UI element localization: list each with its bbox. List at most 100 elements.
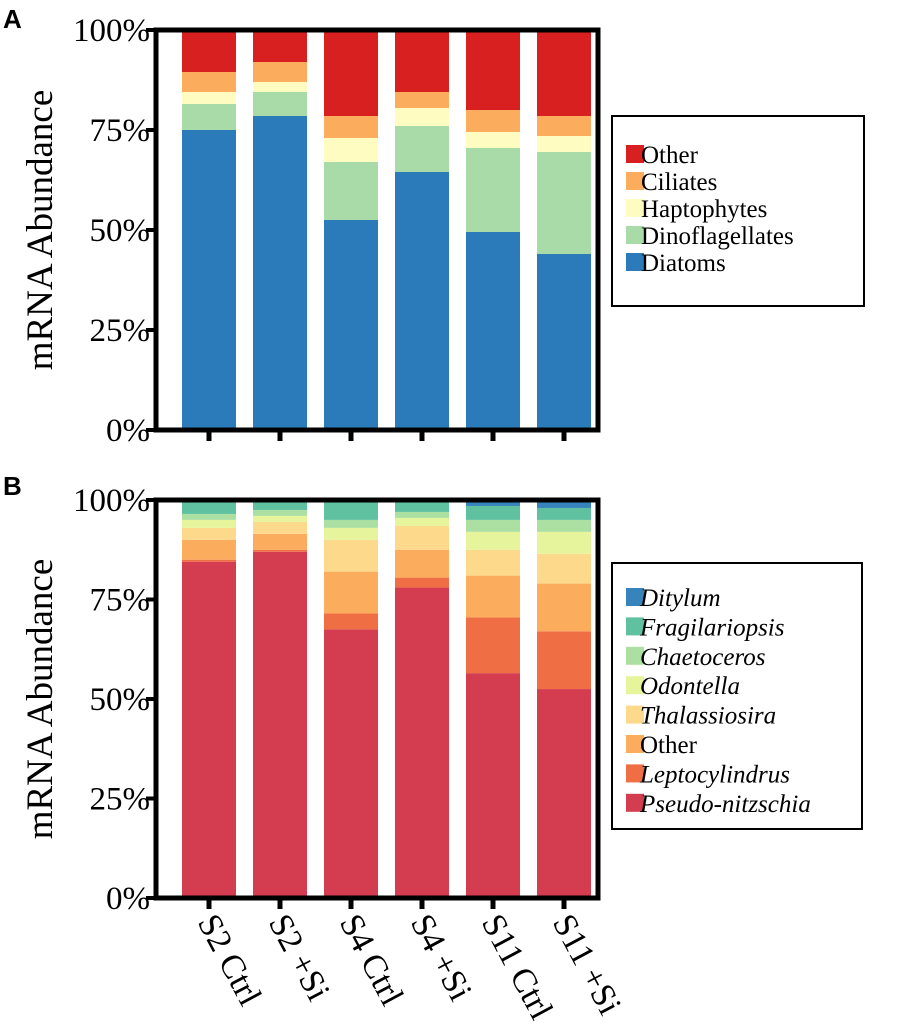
bar-s11-si-pseudo-nitzschia xyxy=(537,689,591,898)
x-tick-label-s4-ctrl: S4 Ctrl xyxy=(332,908,410,1011)
bar-s4-si-other xyxy=(395,549,449,578)
bar-s11-si-chaetoceros xyxy=(537,519,591,532)
legend-swatch-pseudo-nitzschia xyxy=(626,793,644,812)
bar-s2-si-diatoms xyxy=(253,116,307,430)
bar-s2-si-ciliates xyxy=(253,62,307,82)
legend-box xyxy=(611,115,865,307)
bar-s11-si-ciliates xyxy=(537,116,591,136)
legend-swatch-other xyxy=(626,145,644,163)
bar-s4-ctrl-leptocylindrus xyxy=(324,613,378,630)
panel-a: A 0% 25% 50% 75% 100% mRNA Abundance OtherCilia… xyxy=(3,4,865,449)
bar-s2-ctrl-ciliates xyxy=(182,72,236,92)
bar-s4-si-chaetoceros xyxy=(395,511,449,518)
bar-s4-si-leptocylindrus xyxy=(395,577,449,588)
bar-s2-si-odontella xyxy=(253,515,307,522)
bar-s4-ctrl-dinoflagellates xyxy=(324,162,378,220)
legend-swatch-odontella xyxy=(626,676,644,695)
bar-s2-ctrl-thalassiosira xyxy=(182,527,236,540)
legend-label-ditylum: Ditylum xyxy=(639,585,721,612)
bar-s11-ctrl-ditylum xyxy=(466,500,520,506)
bar-s11-ctrl-odontella xyxy=(466,531,520,550)
legend-label-pseudo-nitzschia: Pseudo-nitzschia xyxy=(639,791,811,818)
bar-s11-si-thalassiosira xyxy=(537,553,591,584)
panel-letter-a: A xyxy=(3,4,22,34)
bar-s4-si-pseudo-nitzschia xyxy=(395,587,449,898)
legend-label-chaetoceros: Chaetoceros xyxy=(640,644,765,671)
bar-s11-ctrl-chaetoceros xyxy=(466,519,520,532)
bar-s11-ctrl-other xyxy=(466,30,520,110)
legend-label-diatoms: Diatoms xyxy=(641,250,726,277)
bar-s2-ctrl-fragilariopsis xyxy=(182,501,236,514)
bar-s11-si-other xyxy=(537,583,591,632)
bar-s4-ctrl-haptophytes xyxy=(324,138,378,162)
y-tick-label: 75% xyxy=(90,583,151,619)
bar-s11-si-leptocylindrus xyxy=(537,631,591,690)
legend-label-dinoflagellates: Dinoflagellates xyxy=(641,223,794,250)
legend-swatch-haptophytes xyxy=(626,199,644,217)
y-tick-label: 100% xyxy=(73,483,150,519)
bar-s4-ctrl-diatoms xyxy=(324,220,378,430)
bar-s2-ctrl-odontella xyxy=(182,519,236,528)
y-tick-label: 25% xyxy=(90,782,151,818)
bar-s4-ctrl-fragilariopsis xyxy=(324,501,378,520)
bar-s2-ctrl-diatoms xyxy=(182,130,236,430)
legend-label-haptophytes: Haptophytes xyxy=(641,196,767,223)
legend-swatch-fragilariopsis xyxy=(626,617,644,636)
bar-s11-ctrl-diatoms xyxy=(466,232,520,430)
bar-s11-si-other xyxy=(537,30,591,116)
legend-label-other: Other xyxy=(640,732,698,759)
bar-s11-si-haptophytes xyxy=(537,136,591,152)
bar-s4-ctrl-other xyxy=(324,571,378,614)
legend-swatch-chaetoceros xyxy=(626,646,644,665)
legend-swatch-other xyxy=(626,735,644,753)
bar-s2-si-other xyxy=(253,30,307,62)
bar-s2-si-thalassiosira xyxy=(253,521,307,534)
bar-s11-ctrl-leptocylindrus xyxy=(466,617,520,674)
bar-s11-si-ditylum xyxy=(537,500,591,508)
panel-letter-b: B xyxy=(3,471,22,501)
bar-s2-ctrl-other xyxy=(182,30,236,72)
bar-s11-ctrl-pseudo-nitzschia xyxy=(466,673,520,898)
bar-s11-si-diatoms xyxy=(537,254,591,430)
y-tick-label: 50% xyxy=(90,213,151,249)
y-tick-label: 25% xyxy=(90,313,151,349)
x-tick-label-s2-si: S2 +Si xyxy=(261,908,337,1007)
bar-s2-ctrl-chaetoceros xyxy=(182,513,236,520)
bar-s2-ctrl-dinoflagellates xyxy=(182,104,236,130)
bar-s4-si-thalassiosira xyxy=(395,525,449,550)
bar-s2-si-chaetoceros xyxy=(253,509,307,516)
bar-s2-si-dinoflagellates xyxy=(253,92,307,116)
legend-box xyxy=(611,562,863,830)
bar-s4-ctrl-chaetoceros xyxy=(324,519,378,528)
bar-s2-ctrl-other xyxy=(182,539,236,560)
bar-s11-ctrl-fragilariopsis xyxy=(466,505,520,520)
bar-s11-ctrl-ciliates xyxy=(466,110,520,132)
bar-s2-si-pseudo-nitzschia xyxy=(253,551,307,898)
x-tick-label-s2-ctrl: S2 Ctrl xyxy=(190,908,268,1011)
bar-s4-si-odontella xyxy=(395,517,449,526)
bar-s4-ctrl-odontella xyxy=(324,527,378,540)
bar-s4-ctrl-other xyxy=(324,30,378,116)
legend-label-fragilariopsis: Fragilariopsis xyxy=(639,614,784,641)
bar-s4-si-fragilariopsis xyxy=(395,500,449,512)
legend-swatch-leptocylindrus xyxy=(626,764,644,783)
bar-s2-ctrl-haptophytes xyxy=(182,92,236,104)
bar-s11-ctrl-dinoflagellates xyxy=(466,148,520,232)
bar-s4-ctrl-ciliates xyxy=(324,116,378,138)
legend-label-thalassiosira: Thalassiosira xyxy=(640,703,776,730)
y-tick-label: 50% xyxy=(90,682,151,718)
bar-s11-ctrl-thalassiosira xyxy=(466,549,520,576)
legend-label-ciliates: Ciliates xyxy=(641,169,717,196)
bar-s11-si-dinoflagellates xyxy=(537,152,591,254)
bar-s11-ctrl-other xyxy=(466,575,520,618)
bar-s11-si-fragilariopsis xyxy=(537,507,591,520)
x-tick-label-s4-si: S4 +Si xyxy=(403,908,479,1007)
legend-label-other: Other xyxy=(641,142,699,169)
y-tick-label: 0% xyxy=(106,881,150,917)
bar-s4-ctrl-pseudo-nitzschia xyxy=(324,629,378,898)
bar-s4-si-other xyxy=(395,30,449,92)
bar-s11-ctrl-haptophytes xyxy=(466,132,520,148)
bar-s4-ctrl-thalassiosira xyxy=(324,539,378,572)
